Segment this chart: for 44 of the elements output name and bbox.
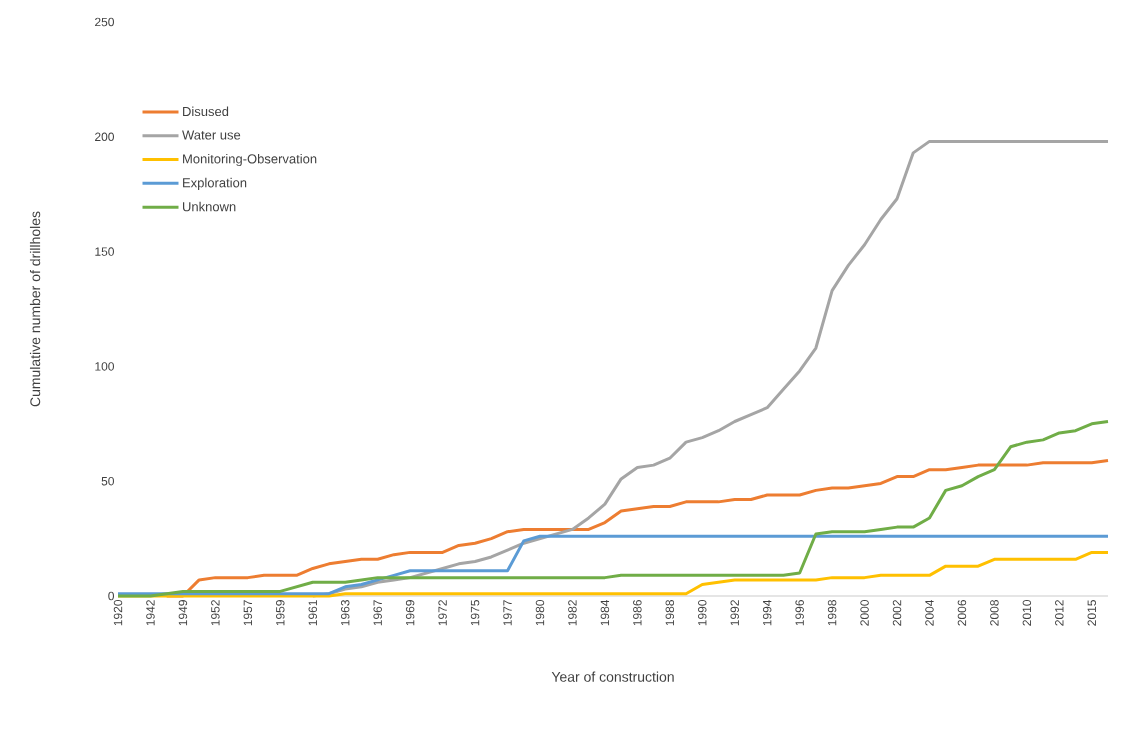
x-axis-title: Year of construction	[551, 671, 674, 682]
y-tick-label: 50	[101, 476, 114, 486]
x-tick-label: 2010	[1022, 600, 1032, 626]
x-tick-label: 1963	[340, 600, 350, 626]
legend-label: Water use	[182, 130, 241, 140]
x-tick-label: 1996	[795, 600, 804, 626]
x-tick-label: 2004	[925, 599, 934, 626]
x-tick-label: 1986	[633, 600, 642, 626]
x-tick-label: 1957	[243, 600, 253, 626]
x-tick-label: 2002	[892, 600, 902, 626]
x-tick-label: 1952	[211, 600, 220, 626]
x-tick-label: 1967	[373, 600, 382, 626]
x-tick-label: 1980	[535, 600, 545, 626]
x-tick-label: 1949	[178, 600, 188, 626]
x-tick-label: 2008	[990, 600, 999, 626]
y-tick-label: 150	[95, 247, 114, 256]
x-tick-label: 1942	[146, 600, 155, 626]
x-tick-label: 1982	[568, 600, 577, 626]
x-tick-label: 2006	[957, 600, 967, 626]
x-tick-label: 1998	[827, 600, 837, 626]
x-tick-label: 1959	[276, 600, 285, 626]
x-tick-label: 1975	[470, 600, 480, 626]
x-tick-label: 1994	[762, 599, 772, 626]
legend-label: Monitoring-Observation	[183, 153, 317, 167]
y-tick-label: 100	[95, 362, 114, 371]
x-tick-label: 1992	[730, 600, 739, 626]
x-tick-label: 2000	[860, 600, 869, 626]
x-tick-label: 1969	[405, 600, 415, 626]
x-tick-label: 1972	[438, 600, 447, 626]
x-tick-label: 1984	[600, 599, 610, 626]
y-tick-label: 200	[95, 132, 114, 142]
x-tick-label: 2012	[1055, 600, 1064, 626]
x-tick-label: 1990	[698, 600, 707, 626]
legend-label: Unknown	[183, 201, 236, 212]
y-tick-label: 250	[95, 17, 114, 27]
legend-label: Disused	[183, 106, 229, 117]
y-tick-label: 0	[108, 591, 114, 601]
x-tick-label: 1988	[665, 600, 675, 626]
y-axis-title: Cumulative number of drillholes	[29, 211, 41, 407]
legend-label: Exploration	[183, 177, 247, 190]
x-tick-label: 1977	[503, 600, 512, 626]
x-tick-label: 1920	[113, 600, 123, 626]
x-tick-label: 1961	[308, 600, 317, 626]
x-tick-label: 2015	[1087, 600, 1097, 626]
